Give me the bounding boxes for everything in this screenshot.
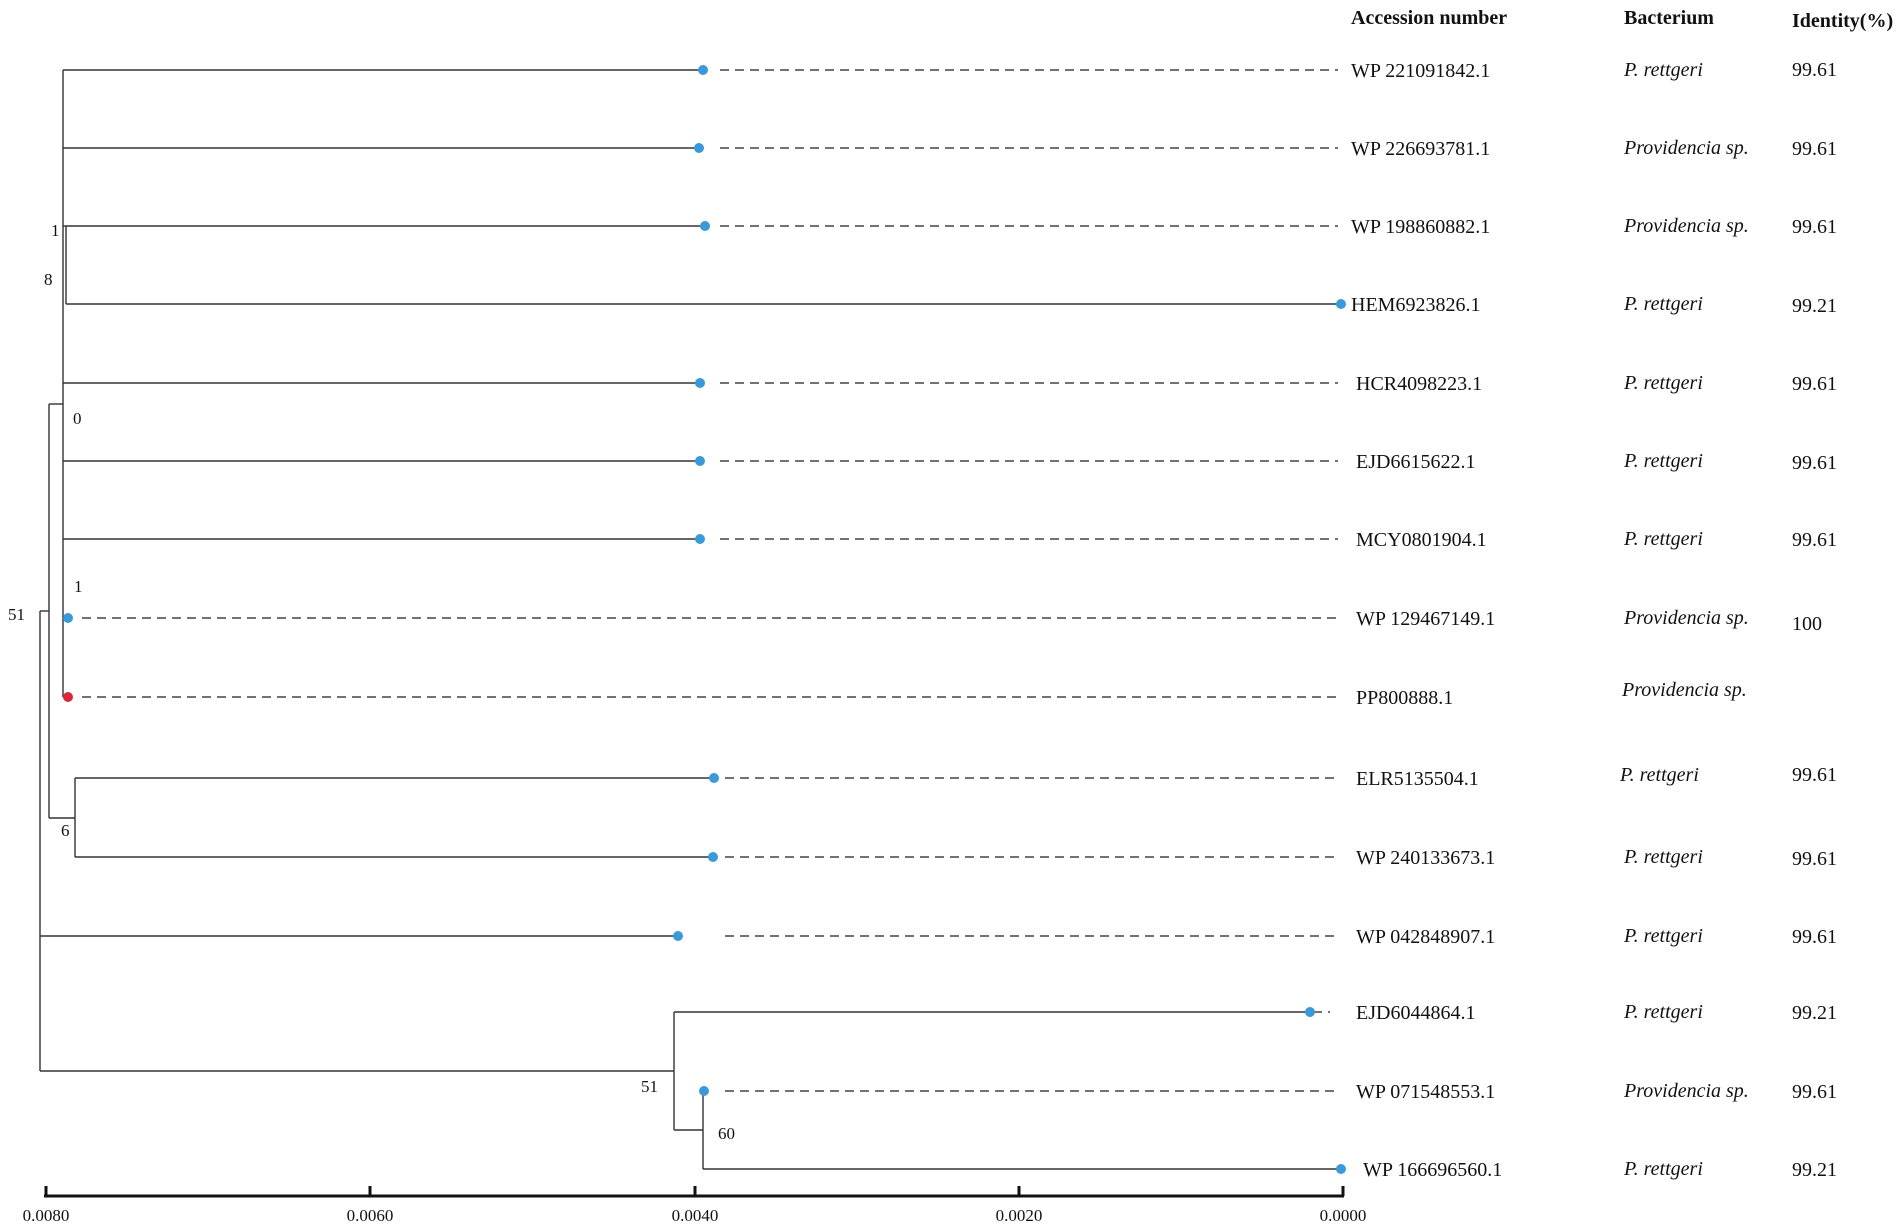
accession-label: WP 240133673.1 bbox=[1356, 847, 1495, 869]
bacterium-label: P. rettgeri bbox=[1623, 293, 1703, 315]
identity-label: 99.61 bbox=[1792, 59, 1837, 81]
bacterium-label: Providencia sp. bbox=[1621, 679, 1747, 701]
accession-label: HEM6923826.1 bbox=[1351, 294, 1480, 316]
identity-label: 99.21 bbox=[1792, 1002, 1837, 1024]
identity-label: 99.61 bbox=[1792, 138, 1837, 160]
leaf-node bbox=[699, 1086, 709, 1096]
identity-label: 99.61 bbox=[1792, 452, 1837, 474]
accession-label: EJD6615622.1 bbox=[1356, 451, 1475, 473]
bacterium-label: Providencia sp. bbox=[1623, 137, 1749, 159]
accession-label: HCR4098223.1 bbox=[1356, 373, 1482, 395]
bacterium-label: Providencia sp. bbox=[1623, 1080, 1749, 1102]
bootstrap-label: 8 bbox=[44, 270, 53, 289]
bacterium-label: P. rettgeri bbox=[1623, 59, 1703, 81]
bacterium-label: P. rettgeri bbox=[1623, 528, 1703, 550]
scale-tick-label: 0.0000 bbox=[1320, 1206, 1367, 1225]
leaf-node bbox=[694, 143, 704, 153]
scale-tick-label: 0.0080 bbox=[23, 1206, 70, 1225]
label-leader-lines bbox=[82, 69, 1338, 1092]
leaf-node bbox=[698, 65, 708, 75]
accession-label: WP 198860882.1 bbox=[1351, 216, 1490, 238]
accession-label: WP 166696560.1 bbox=[1363, 1159, 1502, 1181]
bootstrap-label: 1 bbox=[51, 221, 60, 240]
bacterium-header: Bacterium bbox=[1624, 7, 1714, 29]
identity-label: 99.61 bbox=[1792, 373, 1837, 395]
identity-label: 99.61 bbox=[1792, 926, 1837, 948]
bacterium-label: Providencia sp. bbox=[1623, 215, 1749, 237]
distance-scale-axis: 0.0080 0.0060 0.0040 0.0020 0.0000 bbox=[23, 1186, 1367, 1225]
leaf-node bbox=[695, 456, 705, 466]
leaf-node bbox=[708, 852, 718, 862]
bootstrap-label: 51 bbox=[8, 605, 25, 624]
scale-tick-label: 0.0040 bbox=[672, 1206, 719, 1225]
accession-label: WP 071548553.1 bbox=[1356, 1081, 1495, 1103]
identity-label: 99.61 bbox=[1792, 848, 1837, 870]
accession-number-header: Accession number bbox=[1351, 7, 1507, 29]
identity-label: 100 bbox=[1792, 613, 1822, 635]
bootstrap-label: 60 bbox=[718, 1124, 735, 1143]
leaf-node bbox=[63, 613, 73, 623]
accession-label: WP 042848907.1 bbox=[1356, 926, 1495, 948]
leaf-node bbox=[1336, 1164, 1346, 1174]
query-sequence-node bbox=[63, 692, 73, 702]
identity-label: 99.21 bbox=[1792, 1159, 1837, 1181]
bacterium-label: P. rettgeri bbox=[1619, 764, 1699, 786]
accession-label: WP 226693781.1 bbox=[1351, 138, 1490, 160]
identity-label: 99.61 bbox=[1792, 216, 1837, 238]
bootstrap-label: 6 bbox=[61, 821, 70, 840]
identity-label: 99.61 bbox=[1792, 1081, 1837, 1103]
accession-label: PP800888.1 bbox=[1356, 687, 1453, 709]
bacterium-label: P. rettgeri bbox=[1623, 846, 1703, 868]
accession-label: WP 221091842.1 bbox=[1351, 60, 1490, 82]
tree-branches bbox=[39, 69, 1341, 1170]
identity-label: 99.61 bbox=[1792, 764, 1837, 786]
bacterium-label: P. rettgeri bbox=[1623, 1001, 1703, 1023]
identity-label: 99.61 bbox=[1792, 529, 1837, 551]
bacterium-label: Providencia sp. bbox=[1623, 607, 1749, 629]
leaf-node bbox=[1305, 1007, 1315, 1017]
accession-label: MCY0801904.1 bbox=[1356, 529, 1487, 551]
leaf-node bbox=[700, 221, 710, 231]
bootstrap-label: 1 bbox=[74, 577, 83, 596]
leaf-node bbox=[1336, 299, 1346, 309]
accession-label: WP 129467149.1 bbox=[1356, 608, 1495, 630]
bacterium-label: P. rettgeri bbox=[1623, 1158, 1703, 1180]
leaf-node bbox=[709, 773, 719, 783]
scale-tick-label: 0.0020 bbox=[996, 1206, 1043, 1225]
accession-label: EJD6044864.1 bbox=[1356, 1002, 1475, 1024]
leaf-node bbox=[695, 534, 705, 544]
accession-label: ELR5135504.1 bbox=[1356, 768, 1479, 790]
bacterium-label: P. rettgeri bbox=[1623, 925, 1703, 947]
bootstrap-labels: 1 8 0 1 51 6 51 60 bbox=[8, 221, 735, 1143]
bacterium-label: P. rettgeri bbox=[1623, 372, 1703, 394]
scale-tick-label: 0.0060 bbox=[347, 1206, 394, 1225]
bacterium-label: P. rettgeri bbox=[1623, 450, 1703, 472]
leaf-node bbox=[695, 378, 705, 388]
leaf-labels: WP 221091842.1 P. rettgeri 99.61 WP 2266937… bbox=[1351, 59, 1837, 1181]
leaf-nodes bbox=[63, 65, 1346, 1174]
identity-label: 99.21 bbox=[1792, 295, 1837, 317]
bootstrap-label: 0 bbox=[73, 409, 82, 428]
identity-header: Identity(%) bbox=[1792, 10, 1893, 32]
bootstrap-label: 51 bbox=[641, 1077, 658, 1096]
leaf-node bbox=[673, 931, 683, 941]
